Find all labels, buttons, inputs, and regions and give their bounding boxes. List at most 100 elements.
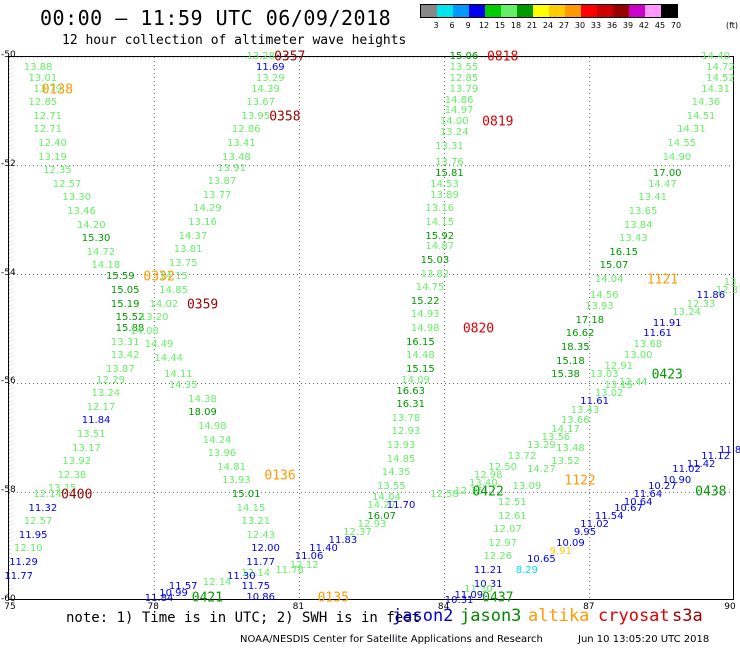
wave-height-value: 11.30 <box>226 570 256 582</box>
map-plot-area[interactable]: 13.88 13.01 13.79 12.85 12.71 12.71 12.40 13.19… <box>4 51 740 606</box>
legend-tick-label: 70 <box>670 21 682 30</box>
latitude-tick-label: -60 <box>1 594 16 604</box>
wave-height-value: 13.87 <box>105 363 135 375</box>
legend-tick-label: 36 <box>606 21 618 30</box>
wave-height-value: 12.93 <box>357 518 387 530</box>
legend-swatch <box>517 5 533 17</box>
wave-height-value: 14.48 <box>406 350 435 362</box>
wave-height-value: 15.59 <box>105 271 135 283</box>
wave-height-value: 15.30 <box>81 233 111 245</box>
wave-height-value: 15.05 <box>110 284 140 296</box>
wave-height-value: 15.18 <box>556 355 585 367</box>
wave-height-value: 11.54 <box>594 510 624 522</box>
wave-height-value: 10.67 <box>614 502 643 514</box>
wave-height-value: 15.52 <box>115 312 145 324</box>
wave-height-value: 10.09 <box>556 537 585 549</box>
wave-height-value: 14.85 <box>159 284 188 296</box>
pass-time-label: 0438 <box>695 484 727 500</box>
pass-time-label: 0136 <box>264 468 296 484</box>
wave-height-value: 13.91 <box>217 162 246 174</box>
wave-height-value: 12.98 <box>473 469 503 481</box>
wave-height-value: 14.17 <box>551 423 580 435</box>
wave-height-value: 9.91 <box>549 546 572 558</box>
wave-height-value: 11.02 <box>672 464 701 476</box>
wave-height-value: 13.00 <box>623 350 653 362</box>
wave-height-value: 12.57 <box>52 178 82 190</box>
wave-height-value: 11.84 <box>144 593 174 605</box>
wave-height-value: 13.67 <box>246 97 275 109</box>
wave-height-value: 16.15 <box>406 336 435 348</box>
wave-height-value: 16.62 <box>565 328 595 340</box>
wave-height-value: 13.72 <box>507 450 537 462</box>
latitude-tick-label: -58 <box>1 485 16 496</box>
wave-height-value: 12.14 <box>241 567 271 579</box>
wave-height-value: 12.14 <box>33 488 63 500</box>
wave-height-value: 14.98 <box>197 420 227 432</box>
wave-height-value: 14.31 <box>701 83 730 95</box>
wave-height-value: 14.56 <box>589 290 619 302</box>
wave-height-value: 14.53 <box>430 178 459 190</box>
wave-height-value: 11.95 <box>18 529 48 541</box>
legend-tick-label: 21 <box>526 21 538 30</box>
wave-height-value: 10.27 <box>648 480 677 492</box>
legend-swatch <box>501 5 517 17</box>
wave-height-value: 13.03 <box>589 369 619 381</box>
wave-height-value: 13.82 <box>420 268 450 280</box>
wave-height-value: 12.14 <box>202 577 232 589</box>
satellite-name-jason3: jason3 <box>460 606 522 626</box>
wave-height-value: 14.51 <box>686 110 716 122</box>
legend-tick-label: 39 <box>622 21 634 30</box>
wave-height-value: 13.43 <box>619 233 648 245</box>
pass-time-label: 0358 <box>269 109 301 125</box>
pass-time-label: 0818 <box>487 49 519 65</box>
wave-height-value: 11.32 <box>28 502 58 514</box>
legend-swatch <box>613 5 629 17</box>
wave-height-value: 12.37 <box>343 527 372 538</box>
pass-time-label: 0820 <box>462 321 495 337</box>
wave-height-value: 14.75 <box>415 282 445 294</box>
wave-height-value: 14.49 <box>144 339 174 351</box>
wave-height-value: 14.09 <box>401 374 430 386</box>
wave-height-value: 13.77 <box>202 189 232 201</box>
wave-height-value: 13.19 <box>38 151 67 163</box>
pass-time-label: 0332 <box>143 269 175 285</box>
legend-tick-label: 12 <box>478 21 490 30</box>
wave-height-value: 12.86 <box>231 124 261 136</box>
wave-height-value: 13.31 <box>110 336 140 348</box>
legend-swatch <box>453 5 469 17</box>
legend-swatch <box>437 5 453 17</box>
pass-time-label: 0359 <box>186 297 219 313</box>
wave-height-value: 10.65 <box>527 554 556 566</box>
wave-height-value: 13.46 <box>67 206 96 218</box>
wave-height-value: 10.90 <box>662 475 692 487</box>
footer-date: Jun 10 13:05:20 UTC 2018 <box>578 634 710 645</box>
wave-height-value: 13.56 <box>541 431 571 443</box>
wave-height-value: 11.61 <box>580 396 609 408</box>
legend-swatch <box>533 5 549 17</box>
legend-swatch <box>629 5 645 17</box>
wave-height-value: 14.04 <box>372 491 401 503</box>
wave-height-value: 14.31 <box>677 124 706 136</box>
wave-height-value: 15.92 <box>425 230 455 242</box>
pass-time-label: 1121 <box>646 272 679 288</box>
wave-height-value: 11.69 <box>256 61 285 73</box>
wave-height-value: 14.02 <box>149 298 179 310</box>
legend-tick-label: 33 <box>590 21 602 30</box>
wave-height-value: 16.07 <box>367 510 396 522</box>
legend-tick-label: 24 <box>542 21 554 30</box>
wave-height-value: 13.30 <box>62 192 92 204</box>
wave-height-value: 12.97 <box>488 537 517 549</box>
pass-time-label: 0422 <box>472 484 504 500</box>
latitude-tick-label: -52 <box>1 158 16 169</box>
wave-height-value: 14.39 <box>251 83 280 95</box>
wave-height-value: 11.64 <box>633 488 663 500</box>
wave-height-value: 12.58 <box>430 488 459 500</box>
wave-height-value: 12.85 <box>449 72 479 84</box>
wave-height-value: 14.27 <box>527 464 556 476</box>
wave-height-value: 12.35 <box>454 486 484 498</box>
wave-height-value: 13.55 <box>449 61 479 73</box>
wave-height-value: 13.48 <box>222 151 251 163</box>
wave-height-value: 11.83 <box>328 535 358 547</box>
wave-height-value: 15.01 <box>231 488 261 500</box>
legend-swatch <box>549 5 565 17</box>
